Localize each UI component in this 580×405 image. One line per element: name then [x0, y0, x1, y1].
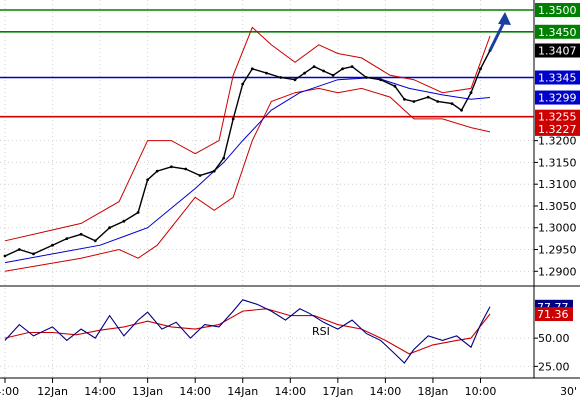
price-point — [426, 95, 430, 99]
price-point — [460, 108, 463, 112]
price-marker-box — [535, 43, 580, 58]
price-point — [79, 232, 83, 236]
rsi-series-group — [4, 299, 491, 364]
level-label-box — [535, 3, 580, 17]
price-point — [198, 174, 202, 177]
price-point — [146, 178, 150, 182]
level-lines: 1.3500 1.3450 1.3345 1.3255 — [0, 3, 580, 124]
rsi-marker-label: 71.36 — [537, 308, 569, 321]
price-point — [436, 100, 440, 103]
rsi-indicator-label: RSI — [312, 325, 330, 338]
price-tick-label: 1.3200 — [538, 135, 577, 148]
time-tick-label: 12Jan — [37, 385, 68, 398]
price-point — [17, 248, 21, 251]
bollinger-lower-line — [4, 87, 491, 272]
price-point — [479, 67, 482, 71]
price-series-group — [3, 26, 492, 272]
rsi-marker-box — [535, 307, 573, 322]
time-tick-label: 18Jan — [417, 385, 448, 398]
price-point — [231, 117, 235, 121]
level-label-box — [535, 109, 580, 124]
time-tick-label: .4:00 — [0, 385, 19, 398]
moving-average-line — [4, 76, 491, 264]
price-marker-box — [535, 121, 580, 136]
level-label-box — [535, 24, 580, 39]
time-tick-label: 14:00 — [274, 385, 306, 398]
price-tick-label: 1.2900 — [538, 265, 577, 278]
price-tick-label: 1.2950 — [538, 244, 577, 257]
level-label: 1.3345 — [538, 72, 577, 85]
interval-label: 30' — [560, 385, 577, 398]
level-label-box — [535, 70, 580, 85]
price-tick-label: 1.3000 — [538, 222, 577, 235]
price-tick-label: 1.3050 — [538, 200, 577, 213]
trend-arrow-head — [498, 12, 511, 25]
price-point — [403, 97, 406, 101]
bollinger-upper-line — [4, 26, 491, 242]
price-point — [65, 237, 69, 241]
time-tick-label: 17Jan — [322, 385, 353, 398]
time-tick-label: 14Jan — [227, 385, 258, 398]
price-point — [51, 243, 54, 247]
price-point — [122, 219, 126, 223]
y-axis-labels: 1.3200 1.3150 1.3100 1.3050 1.3000 1.2950 1.29… — [538, 135, 577, 374]
price-tick-label: 1.3150 — [538, 156, 577, 169]
time-tick-label: 14:00 — [84, 385, 116, 398]
price-point — [412, 100, 416, 103]
level-label: 1.3500 — [538, 4, 577, 17]
price-point — [222, 156, 226, 160]
price-point — [32, 252, 35, 256]
price-point — [379, 78, 382, 82]
price-grid — [0, 0, 580, 383]
price-point — [365, 76, 368, 79]
price-point — [331, 73, 335, 77]
price-point — [136, 211, 140, 214]
price-point — [93, 239, 97, 243]
level-label: 1.3255 — [538, 111, 577, 124]
price-point — [469, 91, 473, 95]
time-tick-label: 10:00 — [465, 385, 497, 398]
price-point — [350, 65, 354, 68]
trend-arrow-shaft — [488, 19, 507, 52]
price-point — [184, 167, 188, 171]
price-point — [393, 84, 397, 88]
price-point — [293, 78, 297, 82]
price-marker-label: 1.3227 — [538, 123, 577, 136]
price-point — [322, 69, 325, 73]
rsi-tick-label: 25.00 — [538, 360, 570, 373]
time-tick-label: 13Jan — [132, 385, 163, 398]
price-marker-box — [535, 90, 580, 105]
rsi-average-line — [4, 308, 491, 355]
price-point — [3, 254, 7, 258]
time-tick-label: 14:00 — [179, 385, 211, 398]
time-tick-label: 14:00 — [370, 385, 402, 398]
price-marker-label: 1.3407 — [538, 45, 577, 58]
trend-arrow — [488, 12, 511, 52]
price-marker-label: 1.3299 — [538, 92, 577, 105]
price-point — [303, 71, 306, 75]
price-point — [108, 226, 111, 230]
x-axis-labels: .4:00 12Jan 14:00 13Jan 14:00 14Jan 14:00 17Jan… — [0, 385, 496, 398]
price-point — [450, 102, 454, 105]
rsi-tick-label: 50.00 — [538, 332, 570, 345]
rsi-grid — [0, 337, 538, 367]
level-label: 1.3450 — [538, 26, 577, 39]
price-point — [265, 71, 268, 75]
price-tick-label: 1.3100 — [538, 178, 577, 191]
price-point — [241, 82, 245, 86]
price-point — [279, 76, 283, 79]
price-point — [312, 65, 316, 68]
price-point — [170, 165, 173, 169]
price-point — [250, 67, 254, 71]
rsi-line — [4, 299, 491, 364]
price-point — [212, 169, 216, 173]
price-point — [155, 169, 159, 173]
price-point — [341, 67, 344, 71]
